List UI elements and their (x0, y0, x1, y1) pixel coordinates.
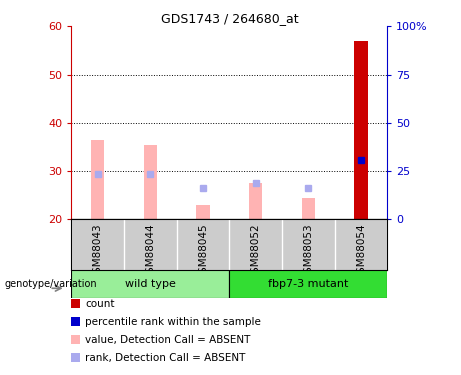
Text: GSM88052: GSM88052 (251, 224, 260, 280)
Text: rank, Detection Call = ABSENT: rank, Detection Call = ABSENT (85, 353, 246, 363)
Bar (71, 270, 229, 298)
Text: GSM88043: GSM88043 (93, 224, 103, 280)
Text: GSM88044: GSM88044 (145, 224, 155, 280)
Text: count: count (85, 299, 115, 309)
Text: value, Detection Call = ABSENT: value, Detection Call = ABSENT (85, 335, 251, 345)
Bar (249, 183, 262, 219)
Bar (144, 144, 157, 219)
Text: wild type: wild type (125, 279, 176, 289)
Bar (229, 270, 387, 298)
Bar (196, 205, 210, 219)
Text: GSM88053: GSM88053 (303, 224, 313, 280)
Text: fbp7-3 mutant: fbp7-3 mutant (268, 279, 349, 289)
Text: genotype/variation: genotype/variation (5, 279, 97, 289)
Text: percentile rank within the sample: percentile rank within the sample (85, 317, 261, 327)
Bar (355, 41, 367, 219)
Text: GSM88054: GSM88054 (356, 224, 366, 280)
Bar (91, 140, 104, 219)
Bar (301, 198, 315, 219)
Title: GDS1743 / 264680_at: GDS1743 / 264680_at (160, 12, 298, 25)
Text: GSM88045: GSM88045 (198, 224, 208, 280)
